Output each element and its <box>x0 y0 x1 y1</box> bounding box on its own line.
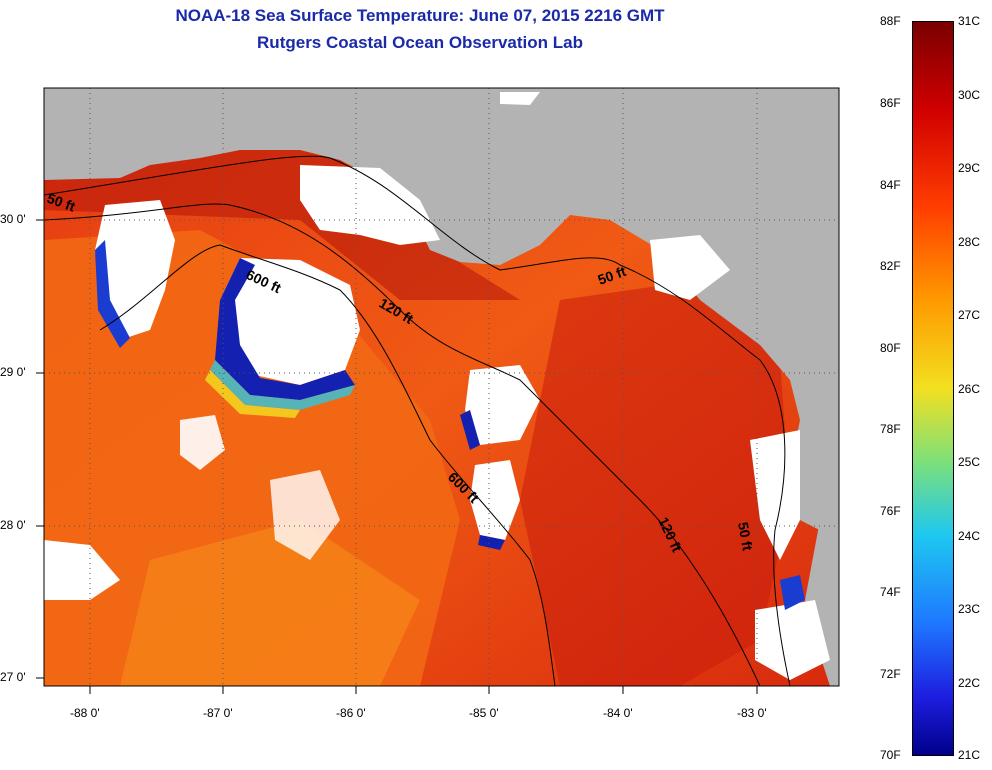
colorbar-c-label: 27C <box>958 308 981 322</box>
colorbar-c-label: 28C <box>958 235 981 249</box>
colorbar-c-label: 22C <box>958 676 981 690</box>
ocean-light-orange-region <box>120 520 420 686</box>
colorbar-f-label: 88F <box>880 14 901 28</box>
map-subtitle: Rutgers Coastal Ocean Observation Lab <box>257 33 583 52</box>
plot-area <box>44 88 839 686</box>
land-area <box>44 88 839 540</box>
cloud-patch <box>220 258 360 385</box>
contour-label: 50 ft <box>735 521 756 552</box>
cloud-patch <box>755 600 830 680</box>
colorbar-c-label: 21C <box>958 748 981 762</box>
cloud-patch <box>300 165 440 245</box>
latitude-label: 30 0' <box>0 212 26 226</box>
longitude-label: -83 0' <box>737 706 767 720</box>
cloud-patch <box>180 415 225 470</box>
contour-600ft <box>99 244 556 686</box>
warm-fringe <box>205 370 300 418</box>
colorbar-c-label: 30C <box>958 88 981 102</box>
cloud-patch <box>465 365 540 445</box>
cold-water-patch <box>460 410 480 450</box>
cold-water-patch <box>780 575 805 610</box>
latitude-label: 27 0' <box>0 670 26 684</box>
colorbar-c-label: 23C <box>958 602 981 616</box>
longitude-label: -86 0' <box>336 706 366 720</box>
colorbar-f-label: 74F <box>880 585 901 599</box>
plot-frame <box>43 87 840 687</box>
contour-120ft <box>44 203 761 686</box>
colorbar-c-label: 25C <box>958 455 981 469</box>
cold-water-patch <box>478 535 505 550</box>
longitude-label: -84 0' <box>603 706 633 720</box>
longitude-label: -87 0' <box>203 706 233 720</box>
colorbar-f-label: 82F <box>880 259 901 273</box>
cloud-patch <box>44 540 120 600</box>
ocean-hot-region <box>520 280 790 686</box>
colorbar-c-label: 31C <box>958 14 981 28</box>
colorbar-f-label: 86F <box>880 96 901 110</box>
colorbar-f-label: 70F <box>880 748 901 762</box>
colorbar-c-label: 26C <box>958 382 981 396</box>
colorbar-f-label: 84F <box>880 178 901 192</box>
colorbar-f-label: 72F <box>880 667 901 681</box>
cloud-patch <box>650 235 730 300</box>
cold-water-patch <box>95 240 130 348</box>
coastal-hot-band <box>44 150 520 300</box>
cloud-patch <box>270 470 340 560</box>
cloud-patch <box>470 460 520 540</box>
map-title: NOAA-18 Sea Surface Temperature: June 07… <box>175 6 665 25</box>
cool-fringe <box>210 360 355 410</box>
colorbar-c-label: 29C <box>958 161 981 175</box>
temperature-colorbar <box>912 21 954 756</box>
colorbar-f-label: 76F <box>880 504 901 518</box>
cloud-patch <box>500 92 540 105</box>
longitude-label: -85 0' <box>469 706 499 720</box>
cloud-patch <box>750 430 800 560</box>
latitude-label: 29 0' <box>0 365 26 379</box>
contour-50ft <box>44 155 791 686</box>
colorbar-f-label: 80F <box>880 341 901 355</box>
axis-ticks <box>36 219 758 694</box>
colorbar-f-label: 78F <box>880 422 901 436</box>
cold-water-patch <box>215 258 355 400</box>
cloud-patch <box>95 200 175 340</box>
longitude-label: -88 0' <box>70 706 100 720</box>
latitude-label: 28 0' <box>0 518 26 532</box>
colorbar-c-label: 24C <box>958 529 981 543</box>
land-area-south <box>805 520 839 686</box>
